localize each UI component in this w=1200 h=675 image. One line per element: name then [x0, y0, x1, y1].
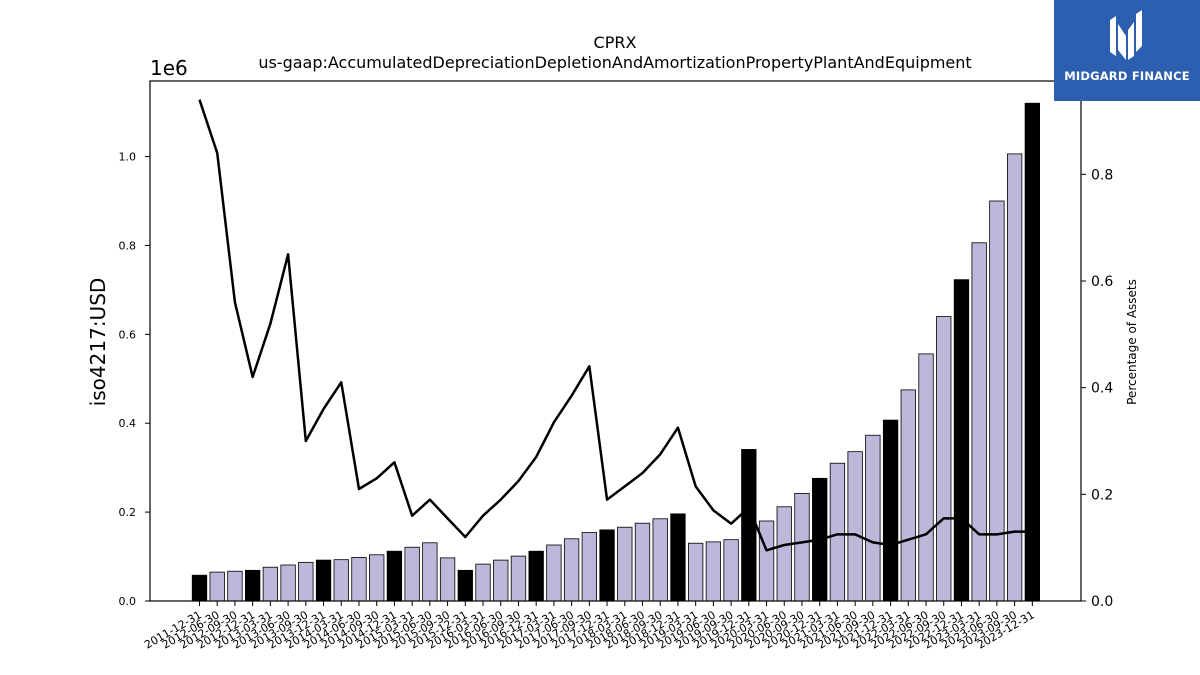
bar [1024, 102, 1040, 602]
bar [528, 550, 544, 602]
bar [245, 569, 261, 602]
bar [298, 561, 314, 602]
line-group [198, 99, 1033, 552]
bar [865, 434, 881, 602]
axes-group: 0.00.20.40.60.81.00.00.20.40.60.82011-12… [119, 80, 1113, 652]
bar [439, 557, 456, 602]
bar [670, 513, 686, 602]
bar [581, 532, 597, 602]
bar [918, 353, 934, 602]
bar [369, 554, 385, 602]
bar [422, 542, 438, 602]
y-offset-label: 1e6 [150, 56, 188, 80]
bars-group [191, 102, 1040, 602]
y2-tick-label: 0.0 [1091, 594, 1113, 610]
bar [705, 541, 722, 602]
bar [847, 451, 863, 602]
bar [227, 570, 243, 602]
bar [634, 522, 651, 602]
bar [599, 529, 615, 602]
bar [351, 557, 367, 602]
chart-title: CPRX [594, 33, 637, 52]
bar [989, 200, 1005, 602]
midgard-logo-icon [1110, 10, 1142, 60]
y2-axis-label: Percentage of Assets [1125, 279, 1139, 405]
bar [741, 449, 757, 602]
y2-tick-label: 0.4 [1091, 381, 1113, 397]
bar [776, 506, 792, 602]
y-axis-label: iso4217:USD [86, 278, 110, 407]
bar [475, 563, 491, 602]
bar [882, 419, 899, 602]
percentage-line [198, 99, 1033, 552]
y2-tick-label: 0.6 [1091, 274, 1113, 290]
bar [315, 559, 332, 602]
y2-tick-label: 0.8 [1091, 167, 1113, 183]
y-tick-label: 1.0 [119, 151, 137, 164]
midgard-finance-logo: MIDGARD FINANCE [1054, 0, 1200, 101]
bar [723, 539, 739, 602]
bar [262, 566, 279, 602]
y-tick-label: 0.4 [119, 417, 137, 430]
y-tick-label: 0.0 [119, 595, 137, 608]
bar [191, 574, 208, 602]
y-tick-label: 0.2 [119, 506, 137, 519]
bar [936, 316, 952, 602]
bar [457, 569, 473, 602]
bar [794, 493, 810, 602]
bar [1006, 153, 1023, 602]
bar [510, 555, 527, 602]
chart-subtitle: us-gaap:AccumulatedDepreciationDepletion… [258, 53, 971, 72]
y-tick-label: 0.8 [119, 239, 137, 252]
bar [617, 526, 633, 602]
bar [386, 550, 403, 602]
bar [900, 389, 916, 602]
y-tick-label: 0.6 [119, 328, 137, 341]
bar [493, 559, 509, 602]
plot-frame [149, 80, 1082, 602]
bar [280, 564, 296, 602]
bar [953, 279, 970, 602]
bar [758, 520, 775, 602]
bar [546, 544, 562, 602]
bar [333, 559, 349, 602]
logo-text: MIDGARD FINANCE [1064, 69, 1190, 83]
bar [209, 571, 225, 602]
bar [563, 538, 580, 602]
bar [688, 542, 704, 602]
y2-tick-label: 0.2 [1091, 487, 1113, 503]
bar [829, 462, 846, 602]
bar [404, 546, 420, 602]
bar [971, 242, 987, 602]
bar [652, 518, 668, 602]
